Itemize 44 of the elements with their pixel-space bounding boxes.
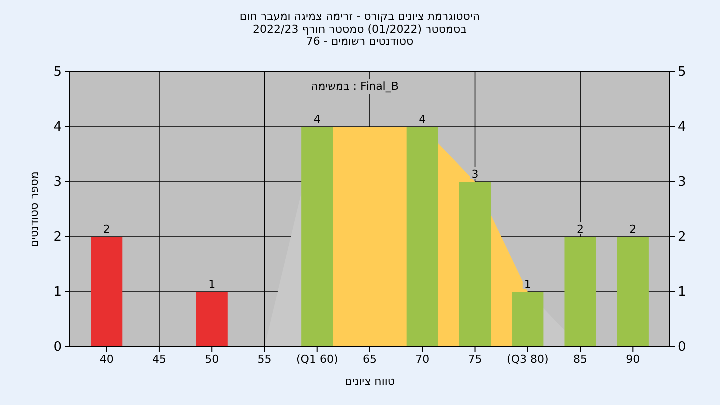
data-label: 2 — [577, 223, 584, 236]
y-tick-label: 1 — [54, 285, 62, 300]
chart-title: היסטוגרמת ציונים בקורס - זרימה צמיגה ומעבר חום — [240, 10, 480, 23]
y-tick-label: 2 — [54, 230, 62, 246]
data-label: 4 — [419, 113, 426, 126]
bar — [512, 292, 544, 347]
y-tick-label: 5 — [54, 65, 62, 80]
y-tick-label: 0 — [54, 340, 62, 356]
data-label: 1 — [208, 278, 216, 291]
data-label: 4 — [314, 113, 321, 126]
y2-tick-label: 0 — [678, 340, 686, 356]
bar — [91, 237, 123, 347]
bar — [196, 292, 228, 347]
data-label: 2 — [103, 223, 110, 236]
bar — [406, 127, 438, 347]
bar — [617, 237, 649, 347]
bar — [302, 127, 334, 347]
bar — [459, 182, 492, 347]
y2-tick-label: 2 — [678, 230, 686, 246]
x-axis-title: טווח ציונים — [345, 375, 395, 388]
y-tick-label: 4 — [54, 120, 62, 136]
x-tick-label: 85 — [574, 352, 588, 366]
x-tick-label: (Q1 60) — [296, 352, 338, 366]
bar — [564, 237, 596, 347]
x-tick-label: 50 — [205, 352, 220, 366]
x-tick-label: 55 — [258, 352, 272, 366]
chart-subtitle: בסמסטר (01/2022) סמסטר חורף 2022/23 סטודנטים רשומים - 76 — [253, 23, 467, 48]
data-label: 3 — [472, 168, 479, 181]
y2-tick-label: 3 — [678, 175, 686, 190]
y-axis-title: מספר סטודנטים — [28, 172, 41, 248]
y2-tick-label: 5 — [678, 65, 686, 80]
x-tick-label: 70 — [416, 352, 430, 366]
y2-tick-label: 4 — [678, 120, 686, 136]
x-tick-label: 65 — [363, 352, 377, 366]
x-tick-label: 90 — [626, 352, 640, 366]
x-tick-label: (Q3 80) — [507, 352, 549, 366]
y2-tick-label: 1 — [678, 285, 686, 300]
x-tick-label: 75 — [468, 352, 482, 366]
data-label: 1 — [524, 278, 532, 291]
y-tick-label: 3 — [54, 175, 62, 190]
annotation: במשימה : Final_B — [311, 80, 399, 93]
x-tick-label: 40 — [100, 352, 114, 366]
data-label: 2 — [630, 223, 637, 236]
x-tick-label: 45 — [152, 352, 166, 366]
